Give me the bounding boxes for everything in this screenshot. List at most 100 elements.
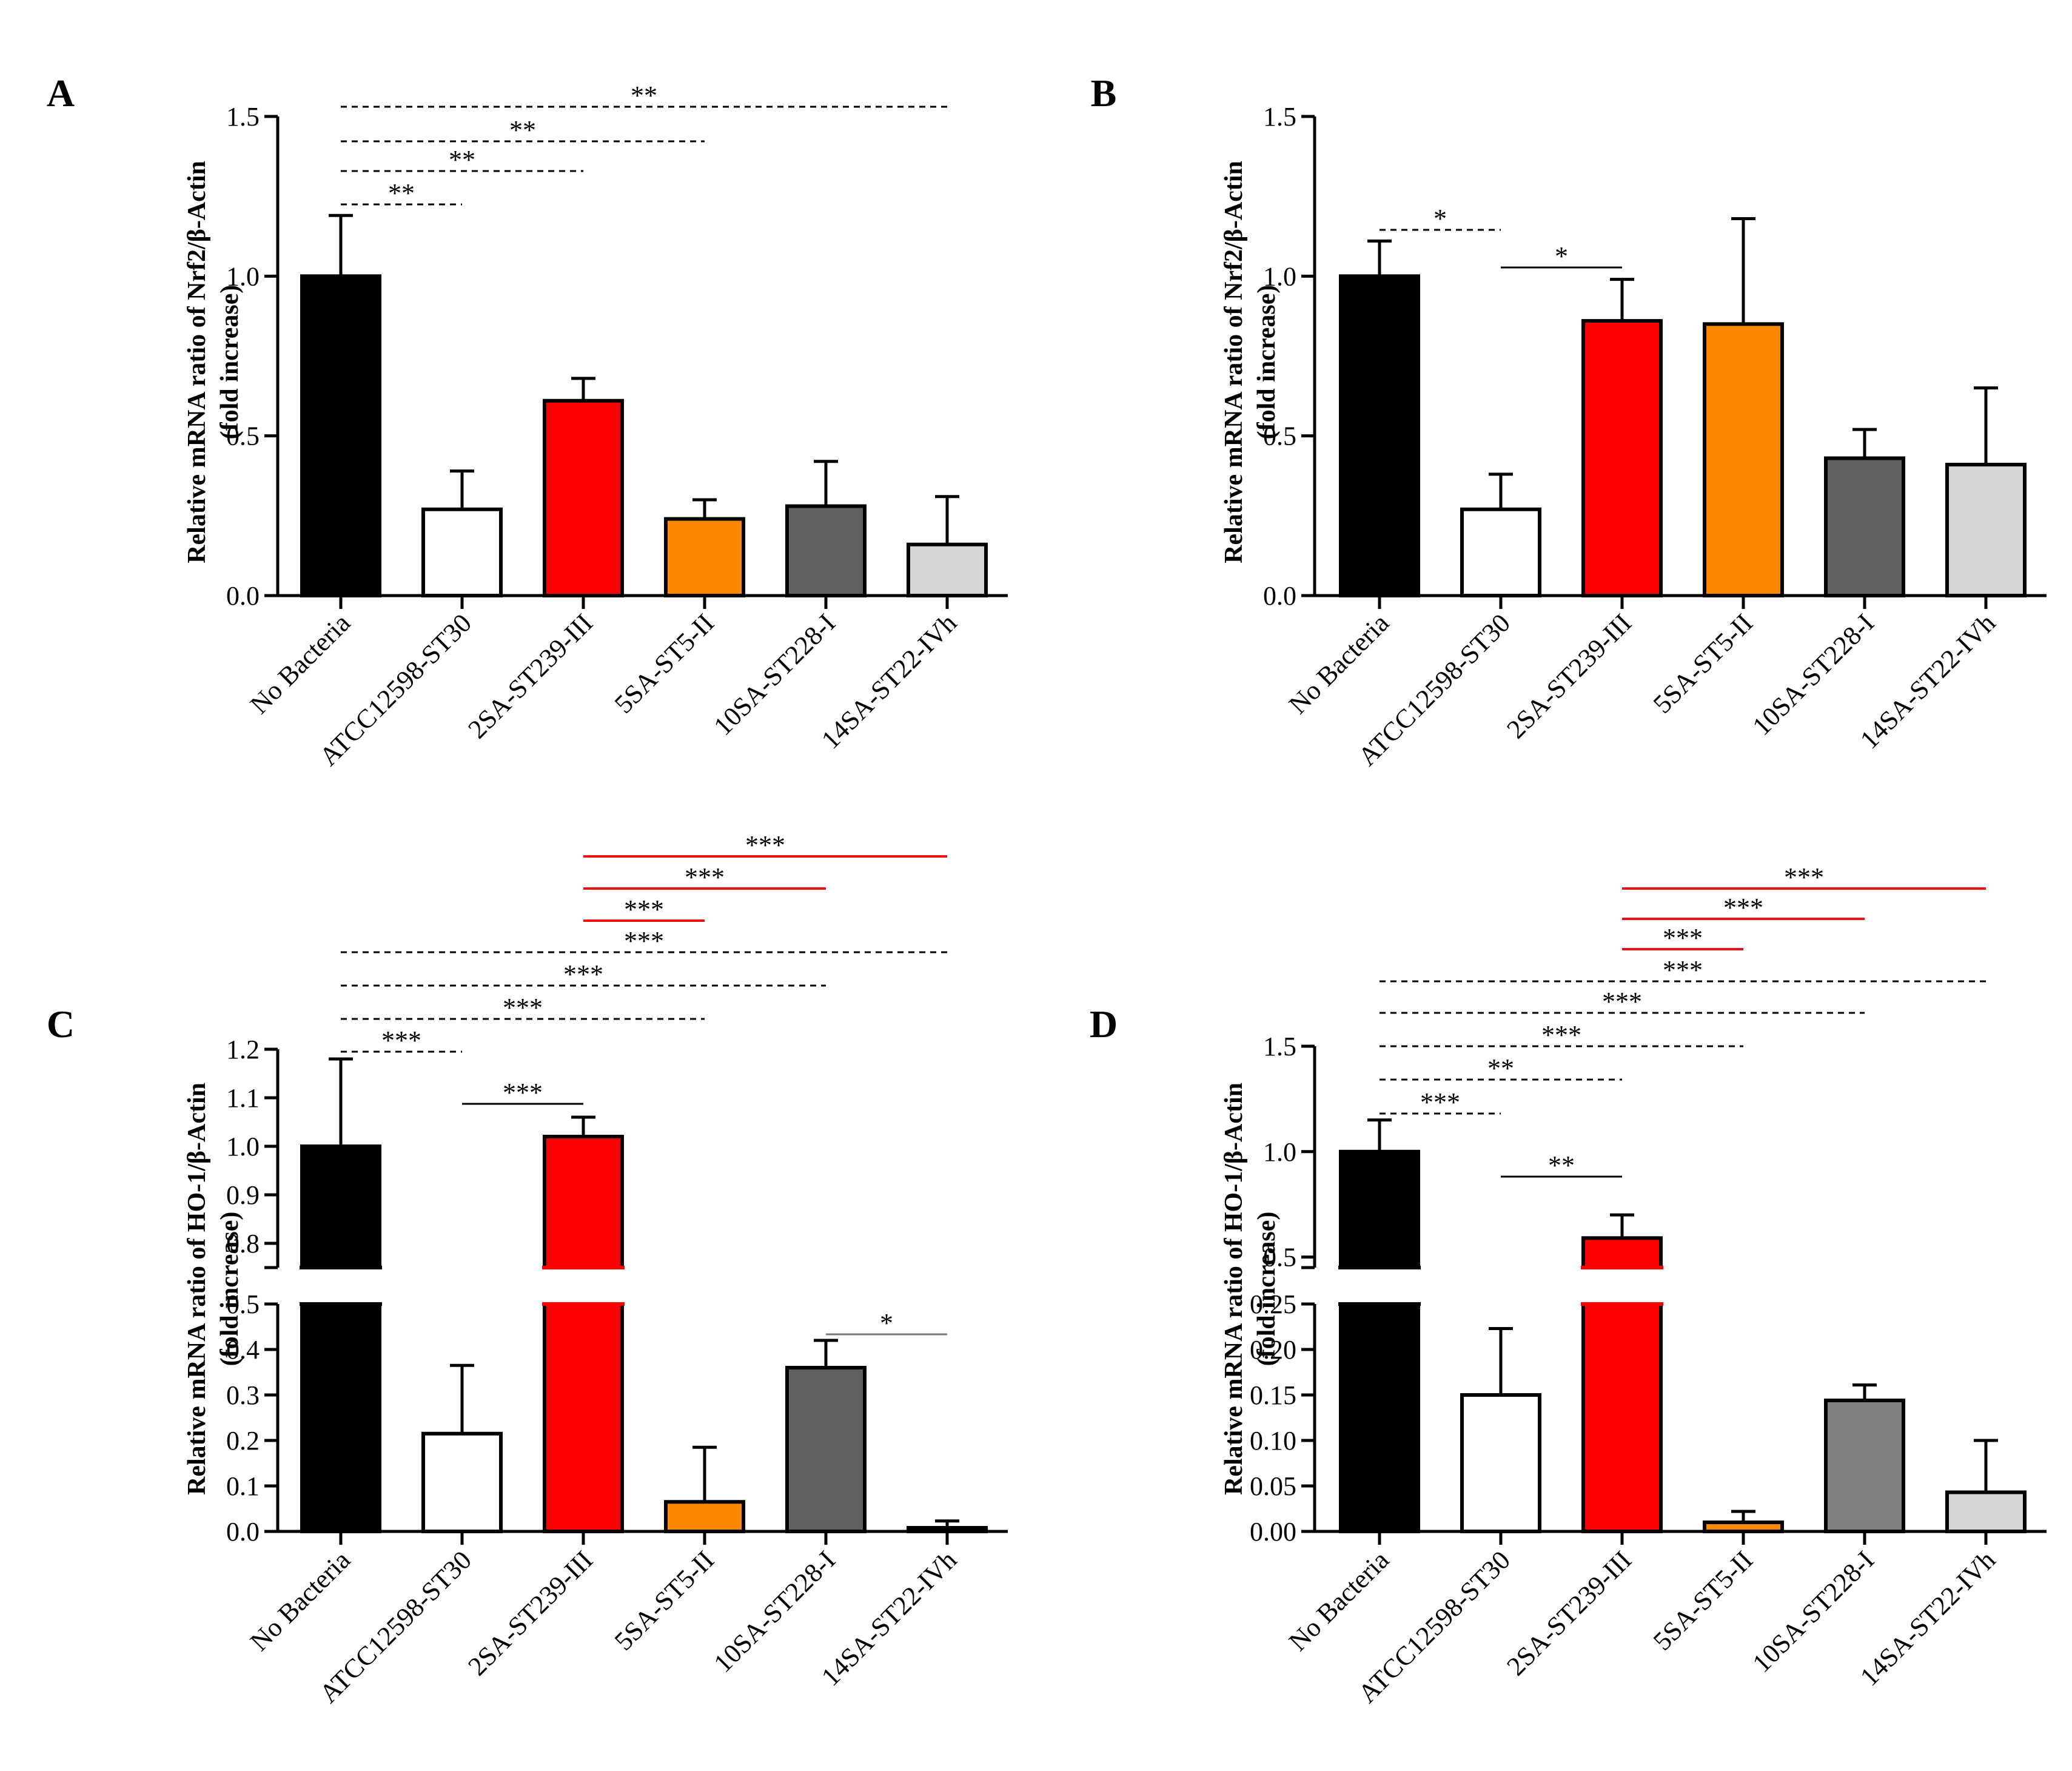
bar (1824, 456, 1905, 597)
bar (1460, 507, 1541, 597)
y-axis-label: Relative mRNA ratio of Nrf2/β-Actin (183, 161, 211, 563)
significance-label: *** (624, 895, 664, 924)
y-tick-label: 0.0 (226, 1517, 260, 1547)
significance-label: ** (631, 81, 657, 110)
category-label: 5SA-ST5-II (1648, 1545, 1759, 1656)
bar (300, 274, 381, 598)
significance-label: *** (1663, 955, 1703, 985)
category-label: 10SA-ST228-I (1746, 1545, 1880, 1678)
significance-label: ** (388, 178, 415, 208)
significance-label: ** (449, 145, 475, 175)
bar (785, 1366, 867, 1533)
bar-break (300, 1266, 382, 1269)
bar (907, 1526, 988, 1533)
y-tick-label: 0.00 (1250, 1517, 1296, 1547)
significance-label: *** (1420, 1087, 1460, 1117)
panel-letter: B (1091, 72, 1117, 115)
y-tick-label: 0.15 (1250, 1380, 1296, 1410)
panel-letter: C (47, 1003, 75, 1046)
bar (664, 1500, 745, 1533)
bar (907, 542, 988, 598)
y-tick-label: 0.05 (1250, 1471, 1296, 1501)
significance-label: *** (1663, 923, 1703, 953)
category-label: No Bacteria (1283, 608, 1395, 719)
y-tick-label: 0.3 (226, 1380, 260, 1410)
y-tick-label: 0.20 (1250, 1335, 1296, 1365)
category-label: 10SA-ST228-I (708, 608, 841, 741)
bar (543, 1302, 624, 1533)
significance-label: *** (503, 993, 543, 1023)
significance-label: *** (563, 959, 603, 989)
y-axis-label: (fold increase) (216, 285, 244, 440)
bar-break (1581, 1302, 1663, 1306)
significance-label: ** (1487, 1054, 1514, 1083)
category-label: 5SA-ST5-II (609, 1545, 720, 1656)
significance-label: *** (1723, 893, 1763, 922)
significance-label: *** (381, 1026, 421, 1055)
bar (1703, 1521, 1784, 1533)
y-tick-label: 0.2 (226, 1426, 260, 1456)
bar (1824, 1399, 1905, 1533)
category-label: 5SA-ST5-II (609, 608, 720, 719)
y-tick-label: 1.0 (1263, 261, 1296, 291)
y-tick-label: 0.1 (226, 1471, 260, 1501)
significance-label: *** (1541, 1020, 1581, 1050)
bar-break (1581, 1266, 1663, 1269)
bar-break (542, 1302, 625, 1306)
significance-label: *** (503, 1078, 543, 1107)
y-tick-label: 0.9 (226, 1180, 260, 1210)
bar (421, 1431, 503, 1533)
bar (300, 1302, 381, 1533)
y-tick-label: 0.4 (226, 1335, 260, 1365)
category-label: 2SA-ST239-III (462, 1545, 598, 1681)
y-tick-label: 0.5 (1263, 422, 1296, 451)
y-tick-label: 0.5 (226, 422, 260, 451)
bar (1581, 319, 1663, 597)
significance-label: *** (685, 862, 725, 892)
y-axis-label: Relative mRNA ratio of HO-1/β-Actin (183, 1083, 211, 1495)
bar-break (542, 1266, 625, 1269)
y-tick-label: 1.0 (226, 261, 260, 291)
category-label: No Bacteria (244, 608, 356, 719)
y-tick-label: 0.5 (226, 1289, 260, 1319)
category-label: 2SA-ST239-III (1501, 608, 1637, 744)
category-label: 10SA-ST228-I (708, 1545, 841, 1678)
y-tick-label: 1.0 (1263, 1137, 1296, 1167)
bar-break (1338, 1266, 1421, 1269)
panel-letter: D (1090, 1003, 1118, 1046)
y-axis-label: Relative mRNA ratio of HO-1/β-Actin (1220, 1083, 1248, 1495)
y-axis-label: Relative mRNA ratio of Nrf2/β-Actin (1220, 161, 1248, 563)
y-tick-label: 1.2 (226, 1035, 260, 1064)
category-label: 2SA-ST239-III (462, 608, 598, 744)
category-label: No Bacteria (244, 1545, 356, 1656)
bar (421, 507, 503, 597)
bar (1339, 274, 1420, 598)
panel-letter: A (47, 72, 75, 115)
y-axis-label: (fold increase) (1253, 285, 1281, 440)
y-axis-label: (fold increase) (1253, 1212, 1281, 1366)
bar (1581, 1236, 1663, 1270)
category-label: 2SA-ST239-III (1501, 1545, 1637, 1681)
bar (664, 517, 745, 597)
y-tick-label: 0.0 (226, 581, 260, 611)
y-tick-label: 0.5 (1263, 1243, 1296, 1272)
significance-label: * (1555, 241, 1568, 271)
y-tick-label: 1.5 (1263, 102, 1296, 132)
bar (1945, 1490, 2027, 1533)
y-tick-label: 1.0 (226, 1132, 260, 1161)
bar (1460, 1393, 1541, 1533)
bar (300, 1144, 381, 1269)
bar (1581, 1302, 1663, 1533)
significance-label: * (1433, 204, 1447, 234)
significance-label: *** (624, 926, 664, 956)
significance-label: ** (1548, 1151, 1575, 1180)
y-tick-label: 1.5 (226, 102, 260, 132)
significance-label: * (880, 1308, 893, 1338)
bar (1339, 1302, 1420, 1533)
y-tick-label: 0.8 (226, 1229, 260, 1259)
significance-label: ** (509, 115, 536, 145)
y-tick-label: 1.1 (226, 1083, 260, 1113)
y-axis-label: (fold increase) (216, 1212, 244, 1366)
bar-break (1338, 1302, 1421, 1306)
